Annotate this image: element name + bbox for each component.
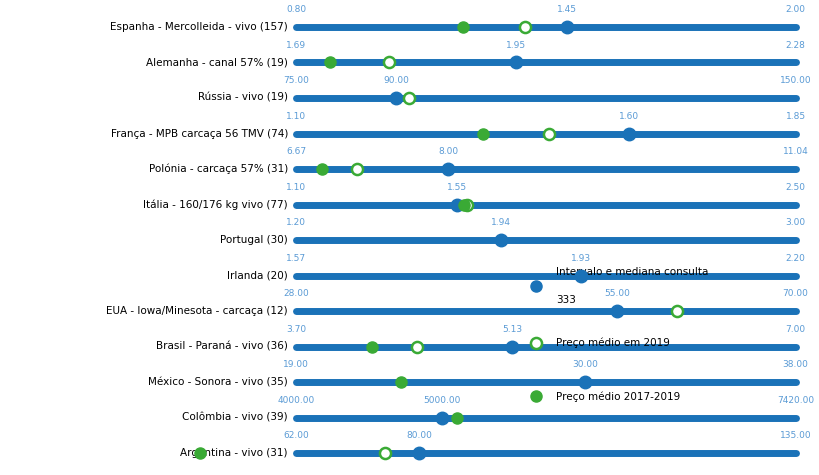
Text: 1.45: 1.45 (556, 5, 576, 14)
Text: Polónia - carcaça 57% (31): Polónia - carcaça 57% (31) (148, 164, 287, 174)
Text: 11.04: 11.04 (782, 147, 808, 156)
Text: 55.00: 55.00 (604, 289, 629, 298)
Text: 6.67: 6.67 (286, 147, 305, 156)
Text: EUA - Iowa/Minesota - carcaça (12): EUA - Iowa/Minesota - carcaça (12) (106, 306, 287, 316)
Text: Itália - 160/176 kg vivo (77): Itália - 160/176 kg vivo (77) (143, 200, 287, 210)
Text: 1.69: 1.69 (286, 41, 305, 50)
Text: México - Sonora - vivo (35): México - Sonora - vivo (35) (148, 377, 287, 387)
Text: 38.00: 38.00 (782, 360, 808, 369)
Text: 150.00: 150.00 (779, 76, 811, 85)
Text: 5000.00: 5000.00 (423, 396, 460, 405)
Text: Preço médio em 2019: Preço médio em 2019 (555, 338, 669, 348)
Text: 333: 333 (555, 295, 575, 305)
Text: 75.00: 75.00 (283, 76, 309, 85)
Text: 80.00: 80.00 (405, 431, 432, 440)
Text: 2.28: 2.28 (785, 41, 804, 50)
Text: 0.80: 0.80 (286, 5, 305, 14)
Text: 2.20: 2.20 (785, 254, 804, 263)
Text: 3.00: 3.00 (785, 218, 805, 227)
Text: 2.00: 2.00 (785, 5, 804, 14)
Text: 19.00: 19.00 (283, 360, 309, 369)
Text: 28.00: 28.00 (283, 289, 309, 298)
Text: Portugal (30): Portugal (30) (220, 235, 287, 245)
Text: 62.00: 62.00 (283, 431, 309, 440)
Text: 1.94: 1.94 (491, 218, 511, 227)
Text: 4000.00: 4000.00 (277, 396, 314, 405)
Text: 1.10: 1.10 (286, 112, 305, 121)
Text: 135.00: 135.00 (779, 431, 811, 440)
Text: 5.13: 5.13 (502, 325, 522, 334)
Text: França - MPB carcaça 56 TMV (74): França - MPB carcaça 56 TMV (74) (111, 129, 287, 139)
Text: 30.00: 30.00 (572, 360, 597, 369)
Text: Preço médio 2017-2019: Preço médio 2017-2019 (555, 391, 679, 401)
Text: 1.20: 1.20 (286, 218, 305, 227)
Text: 1.10: 1.10 (286, 183, 305, 192)
Text: 3.70: 3.70 (286, 325, 305, 334)
Text: Alemanha - canal 57% (19): Alemanha - canal 57% (19) (146, 57, 287, 67)
Text: 70.00: 70.00 (782, 289, 808, 298)
Text: Argentina - vivo (31): Argentina - vivo (31) (180, 448, 287, 458)
Text: Rússia - vivo (19): Rússia - vivo (19) (197, 93, 287, 103)
Text: 1.93: 1.93 (571, 254, 590, 263)
Text: 1.60: 1.60 (618, 112, 638, 121)
Text: 7.00: 7.00 (785, 325, 805, 334)
Text: Irlanda (20): Irlanda (20) (227, 271, 287, 281)
Text: Brasil - Paraná - vivo (36): Brasil - Paraná - vivo (36) (156, 342, 287, 352)
Text: 7420.00: 7420.00 (776, 396, 813, 405)
Text: 1.55: 1.55 (446, 183, 466, 192)
Text: Espanha - Mercolleida - vivo (157): Espanha - Mercolleida - vivo (157) (110, 22, 287, 32)
Text: 1.85: 1.85 (785, 112, 805, 121)
Text: Colômbia - vivo (39): Colômbia - vivo (39) (182, 413, 287, 423)
Text: 2.50: 2.50 (785, 183, 804, 192)
Text: 1.57: 1.57 (286, 254, 305, 263)
Text: 1.95: 1.95 (505, 41, 526, 50)
Text: 8.00: 8.00 (437, 147, 458, 156)
Text: 90.00: 90.00 (382, 76, 409, 85)
Text: Intervalo e mediana consulta: Intervalo e mediana consulta (555, 267, 708, 277)
